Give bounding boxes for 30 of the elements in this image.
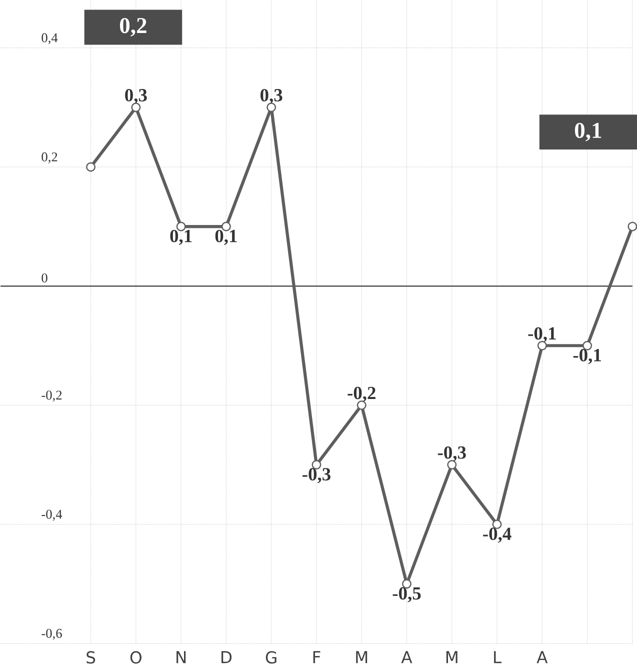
- y-tick-label: -0,6: [42, 628, 62, 640]
- data-label: -0,2: [348, 386, 376, 402]
- x-tick-label: M: [356, 651, 368, 664]
- data-label: -0,4: [483, 528, 512, 543]
- data-label: 0,1: [215, 230, 237, 245]
- data-label: 0,3: [125, 88, 147, 104]
- x-tick-label: F: [313, 651, 320, 664]
- x-tick-label: N: [176, 651, 186, 664]
- x-tick-label: A: [536, 651, 548, 664]
- y-tick-label: -0,2: [42, 390, 62, 402]
- data-label: -0,3: [438, 446, 466, 462]
- y-tick-label: 0: [42, 273, 48, 282]
- x-tick-label: A: [401, 651, 412, 664]
- x-tick-label: D: [221, 651, 232, 664]
- annotation: 0,1: [574, 122, 602, 142]
- x-tick-label: S: [86, 651, 96, 664]
- x-tick-label: O: [130, 651, 142, 664]
- y-tick-label: 0,4: [42, 33, 58, 44]
- x-tick-label: G: [266, 651, 276, 664]
- data-label: 0,3: [260, 88, 282, 104]
- y-tick-label: -0,4: [42, 510, 62, 521]
- data-label: -0,1: [573, 348, 601, 364]
- x-tick-label: M: [446, 651, 458, 664]
- data-label: 0,1: [170, 230, 192, 245]
- x-tick-label: L: [494, 651, 502, 664]
- y-tick-label: 0,2: [42, 152, 58, 164]
- data-label: -0,5: [392, 587, 421, 602]
- annotation: 0,2: [120, 18, 146, 36]
- data-label: -0,3: [302, 468, 330, 484]
- data-label: -0,1: [528, 327, 556, 342]
